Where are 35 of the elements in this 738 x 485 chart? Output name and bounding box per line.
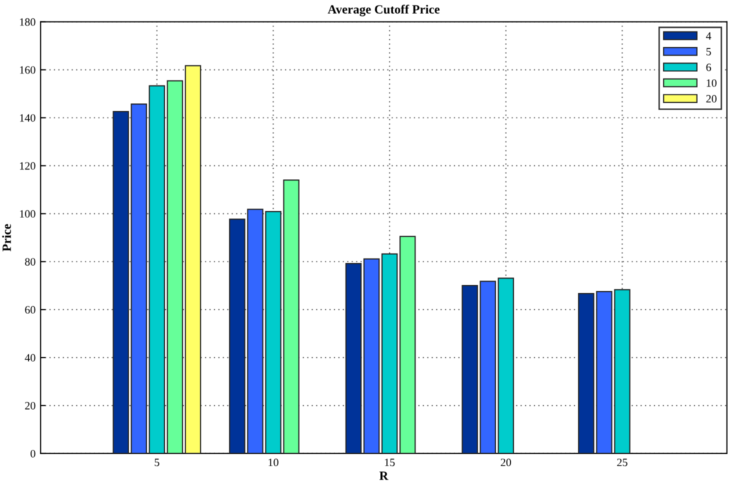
y-tick-label: 140 <box>20 114 36 122</box>
y-tick-label: 120 <box>20 162 36 170</box>
bar <box>148 85 166 454</box>
x-tick-label: 20 <box>500 458 512 466</box>
x-tick-label: 10 <box>268 458 278 466</box>
y-tick-label: 40 <box>24 354 36 362</box>
legend-label: 4 <box>706 32 712 40</box>
legend-label: 20 <box>706 95 717 103</box>
bar <box>130 104 148 454</box>
bar <box>363 258 380 454</box>
y-tick-label: 20 <box>25 402 36 410</box>
y-tick-label: 100 <box>20 210 36 218</box>
legend-label: 10 <box>706 79 717 87</box>
bar <box>345 262 362 454</box>
x-axis-title: R <box>379 472 388 480</box>
x-tick-label: 15 <box>385 458 395 466</box>
y-tick-label: 80 <box>25 258 36 266</box>
bar <box>498 278 514 454</box>
y-tick-label: 0 <box>30 450 36 458</box>
bar <box>112 110 129 454</box>
bar <box>381 253 398 454</box>
bar <box>166 80 184 454</box>
y-tick-label: 60 <box>25 306 36 314</box>
x-tick-label: 25 <box>617 458 628 466</box>
bar <box>462 285 478 454</box>
x-tick-label: 5 <box>154 458 160 466</box>
bar <box>184 65 202 454</box>
legend-label: 5 <box>706 48 711 56</box>
bar <box>399 236 416 454</box>
legend-label: 6 <box>706 64 712 72</box>
y-tick-label: 160 <box>20 66 36 74</box>
y-axis-title: Price <box>2 224 11 252</box>
bar <box>480 280 496 454</box>
y-tick-label: 180 <box>20 18 36 26</box>
chart-title: Average Cutoff Price <box>328 4 440 16</box>
